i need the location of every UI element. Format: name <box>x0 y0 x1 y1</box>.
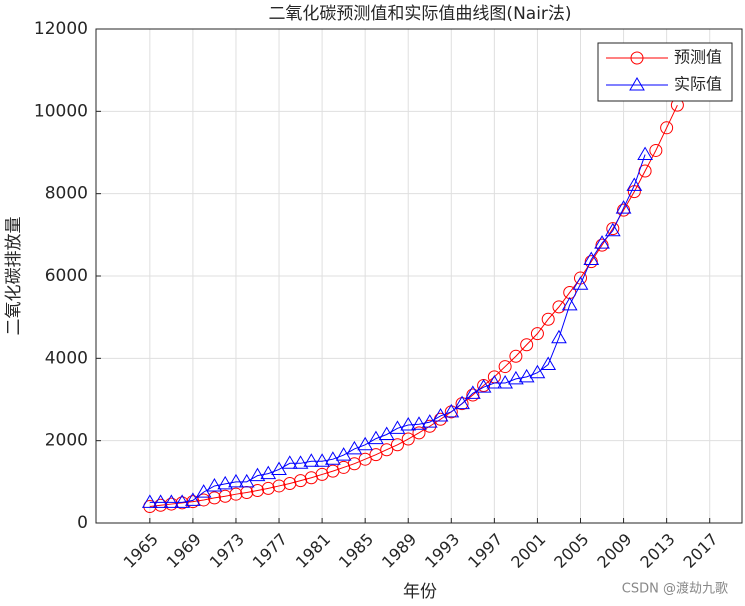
y-tick-label: 8000 <box>45 184 88 204</box>
point-marker <box>561 296 578 311</box>
point-marker <box>249 467 266 482</box>
point-marker <box>251 483 264 497</box>
point-marker <box>454 395 470 410</box>
point-marker <box>649 143 663 157</box>
point-marker <box>412 426 426 440</box>
point-marker <box>497 375 514 389</box>
point-marker <box>604 222 621 237</box>
x-axis-label: 年份 <box>403 582 437 602</box>
y-tick-label: 0 <box>77 513 88 533</box>
point-marker <box>584 255 598 269</box>
watermark: CSDN @渡劫九歌 <box>622 581 728 597</box>
point-marker <box>141 494 158 508</box>
point-marker <box>347 457 361 471</box>
point-marker <box>508 370 524 385</box>
point-marker <box>380 443 394 457</box>
point-marker <box>400 417 417 431</box>
point-marker <box>324 451 341 465</box>
y-tick-label: 2000 <box>45 431 88 451</box>
point-marker <box>530 327 544 341</box>
point-marker <box>369 448 383 462</box>
chart-title: 二氧化碳预测值和实际值曲线图(Nair法) <box>268 4 571 24</box>
point-marker <box>261 481 275 495</box>
point-marker <box>475 379 492 393</box>
y-tick-label: 6000 <box>45 266 88 286</box>
y-tick-label: 12000 <box>34 19 88 39</box>
y-tick-label: 4000 <box>45 348 88 368</box>
point-marker <box>518 368 535 383</box>
point-marker <box>660 121 674 135</box>
point-marker <box>606 222 620 236</box>
point-marker <box>637 146 653 161</box>
point-marker <box>594 235 610 249</box>
point-marker <box>281 455 298 469</box>
point-marker <box>229 487 243 501</box>
point-marker <box>390 438 404 452</box>
y-tick-label: 10000 <box>34 101 88 121</box>
point-marker <box>615 200 632 214</box>
point-marker <box>529 364 546 379</box>
point-marker <box>163 494 180 508</box>
point-marker <box>432 407 449 422</box>
point-marker <box>260 465 277 480</box>
point-marker <box>509 349 523 363</box>
point-marker <box>272 479 286 493</box>
point-marker <box>206 477 223 492</box>
point-marker <box>389 420 406 434</box>
point-marker <box>540 356 557 371</box>
point-marker <box>455 397 469 411</box>
point-marker <box>583 251 600 266</box>
point-marker <box>551 329 567 344</box>
point-marker <box>197 493 211 507</box>
point-marker <box>185 492 201 506</box>
point-marker <box>444 405 458 419</box>
point-marker <box>358 452 372 466</box>
point-marker <box>626 177 643 191</box>
point-marker <box>595 238 609 252</box>
point-marker <box>572 276 589 290</box>
point-marker <box>174 494 191 508</box>
point-marker <box>486 375 503 389</box>
point-marker <box>303 453 320 467</box>
point-marker <box>411 416 427 430</box>
legend-marker <box>630 51 644 65</box>
series-line <box>149 154 646 503</box>
point-marker <box>228 473 244 488</box>
point-marker <box>466 388 480 402</box>
point-marker <box>346 440 363 455</box>
point-marker <box>217 475 234 490</box>
legend-label: 实际值 <box>674 75 722 94</box>
point-marker <box>207 491 221 505</box>
point-marker <box>617 203 631 217</box>
y-axis-label: 二氧化碳排放量 <box>4 217 24 336</box>
legend-marker <box>629 77 645 91</box>
point-marker <box>541 312 555 326</box>
point-marker <box>152 494 169 508</box>
legend-box <box>597 42 733 102</box>
point-marker <box>520 338 534 352</box>
point-marker <box>401 432 415 446</box>
point-marker <box>368 430 384 445</box>
point-marker <box>498 360 512 374</box>
point-marker <box>443 403 460 418</box>
point-marker <box>218 489 232 503</box>
point-marker <box>292 455 309 469</box>
plot-frame <box>95 28 743 524</box>
point-marker <box>314 453 330 467</box>
legend-label: 预测值 <box>674 48 722 67</box>
